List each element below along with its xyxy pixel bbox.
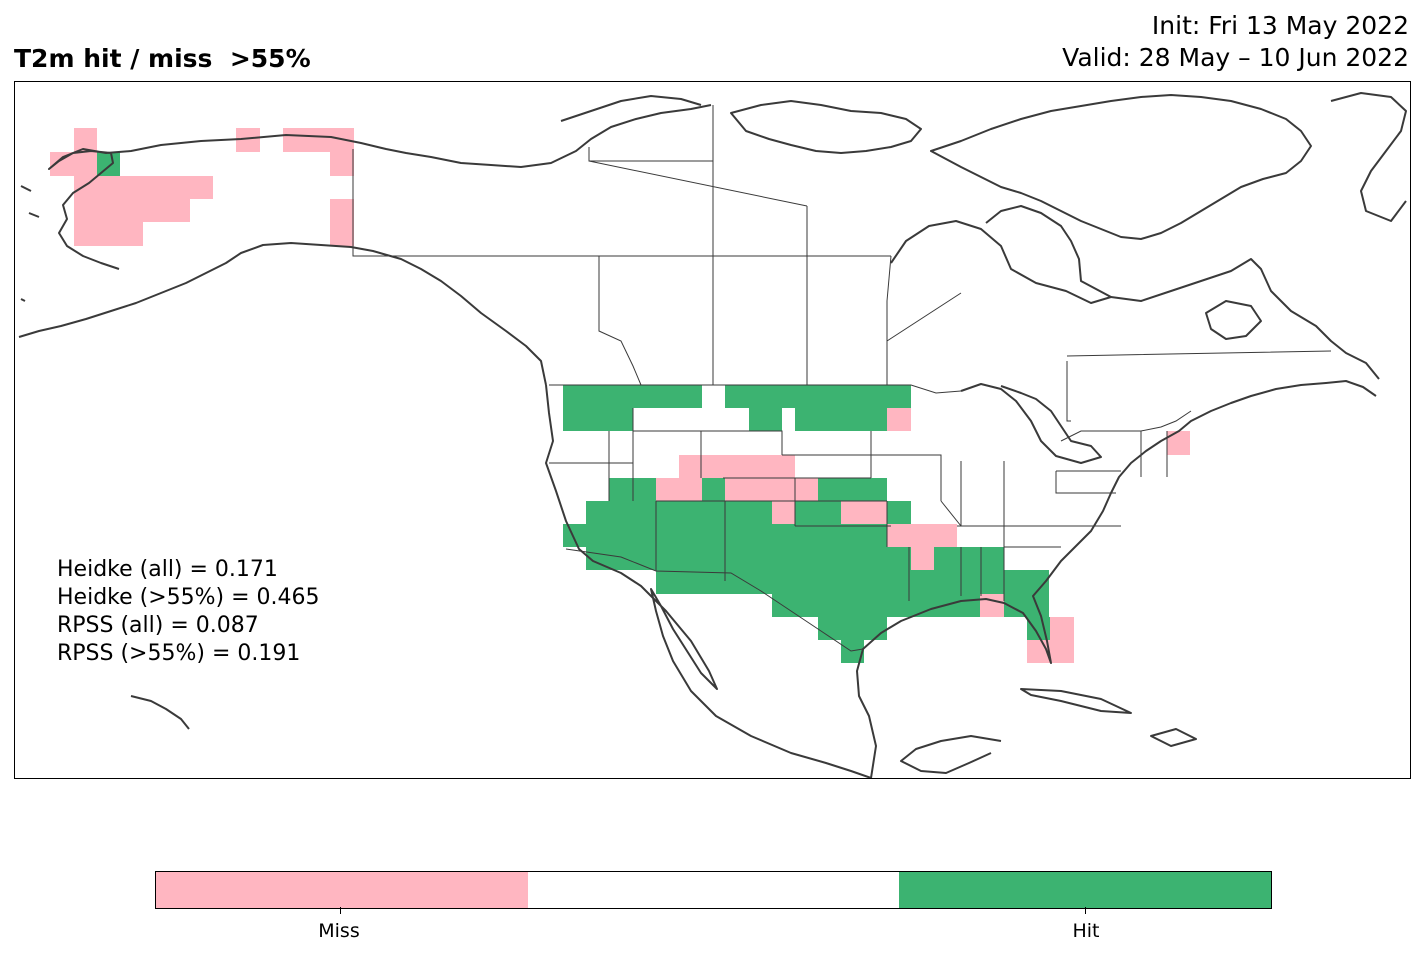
alaska-south-coast <box>18 242 547 386</box>
colorbar-label-hit: Hit <box>1072 920 1100 942</box>
miss-cell <box>50 152 97 176</box>
miss-cell <box>74 176 97 246</box>
miss-cell <box>97 176 213 199</box>
heidke-all: Heidke (all) = 0.171 <box>57 557 278 582</box>
miss-cell <box>725 478 818 501</box>
province-borders <box>588 105 1332 422</box>
hit-cell <box>656 570 1049 594</box>
alaska-islands <box>20 185 40 302</box>
bc-alberta-border <box>598 256 642 386</box>
miss-cell <box>887 408 911 431</box>
hit-cell <box>586 501 772 524</box>
colorbar-miss <box>156 872 528 908</box>
hit-cell <box>887 501 911 524</box>
map-panel <box>14 81 1411 779</box>
miss-cell <box>702 455 795 478</box>
hawaii <box>130 695 190 730</box>
baffin-island <box>930 94 1312 240</box>
coastlines <box>18 92 1407 778</box>
hit-cell <box>749 408 782 431</box>
yucatan <box>900 735 1002 774</box>
miss-cell <box>330 199 354 246</box>
hit-cell <box>563 408 633 431</box>
miss-cell <box>97 222 143 246</box>
borders <box>352 105 1332 652</box>
miss-cell <box>1027 640 1074 663</box>
hit-cell <box>841 640 864 663</box>
colorbar-neutral <box>527 872 900 908</box>
hit-cell <box>795 408 887 431</box>
skill-scores: Heidke (all) = 0.171 Heidke (>55%) = 0.4… <box>57 556 320 668</box>
colorbar-label-miss: Miss <box>318 920 360 942</box>
hit-cell <box>97 152 120 176</box>
forecast-dates: Init: Fri 13 May 2022 Valid: 28 May – 10… <box>1062 10 1409 74</box>
hit-cell <box>586 547 911 570</box>
miss-cell <box>74 128 97 152</box>
init-date: Init: Fri 13 May 2022 <box>1151 11 1409 40</box>
labrador-coast <box>1110 258 1380 380</box>
colorbar-tick-miss <box>340 907 341 914</box>
miss-cell <box>1167 431 1190 455</box>
rpss-55: RPSS (>55%) = 0.191 <box>57 641 301 666</box>
greenland <box>1330 92 1407 222</box>
miss-cell <box>1050 617 1074 640</box>
miss-cell <box>656 478 702 501</box>
miss-cell <box>980 594 1004 617</box>
hit-cell <box>563 385 702 408</box>
hit-cell <box>934 547 1004 570</box>
hit-cell <box>818 478 887 501</box>
state-borders <box>549 408 1168 601</box>
hispaniola <box>1150 728 1197 747</box>
hit-cell <box>702 478 725 501</box>
miss-cell <box>330 152 354 176</box>
hit-cell <box>818 617 887 640</box>
alaska-canada-border <box>352 149 891 257</box>
west-coast <box>545 384 872 778</box>
hit-cell <box>725 385 911 408</box>
miss-cell <box>679 455 702 478</box>
valid-period: Valid: 28 May – 10 Jun 2022 <box>1062 43 1409 72</box>
us-mexico-border <box>565 548 864 652</box>
hit-cell <box>772 594 980 617</box>
colorbar-hit <box>899 872 1272 908</box>
hit-cell <box>1004 594 1049 617</box>
cuba <box>1020 688 1132 714</box>
east-coast <box>856 380 1377 778</box>
hit-cell <box>795 501 841 524</box>
north-america-map <box>18 92 1407 778</box>
miss-cell <box>887 524 957 547</box>
arctic-islands <box>560 95 922 154</box>
hit-cells <box>97 152 1050 663</box>
colorbar <box>155 871 1272 909</box>
miss-cell <box>911 547 934 570</box>
miss-cell <box>97 199 190 222</box>
miss-cells <box>50 128 1190 663</box>
newfoundland-gulf <box>1205 300 1262 340</box>
great-lakes <box>960 383 1102 464</box>
hudson-bay <box>890 205 1112 304</box>
map-title: T2m hit / miss >55% <box>14 44 311 73</box>
hit-cell <box>1027 617 1050 640</box>
colorbar-tick-hit <box>1085 907 1086 914</box>
miss-cell <box>772 501 795 524</box>
heidke-55: Heidke (>55%) = 0.465 <box>57 585 320 610</box>
rpss-all: RPSS (all) = 0.087 <box>57 613 259 638</box>
arctic-coast <box>48 104 712 270</box>
miss-cell <box>841 501 887 524</box>
